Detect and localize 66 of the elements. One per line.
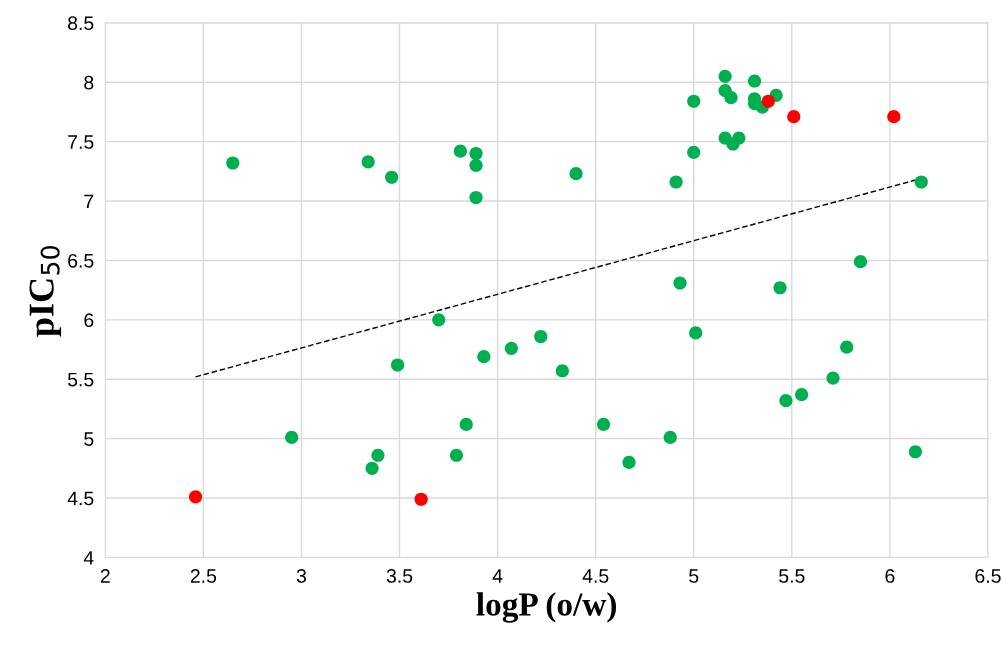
y-tick-label: 7 xyxy=(84,194,94,209)
point xyxy=(365,461,379,475)
x-tick-label: 4.5 xyxy=(582,569,609,583)
point xyxy=(569,167,583,181)
x-tick-label: 5.5 xyxy=(779,569,805,583)
point xyxy=(779,394,793,408)
point xyxy=(908,445,922,459)
point xyxy=(371,448,385,462)
point xyxy=(449,448,463,462)
point xyxy=(787,110,801,124)
y-tick-label: 6 xyxy=(84,313,94,328)
point xyxy=(887,110,901,124)
point xyxy=(361,155,375,169)
y-tick-label: 8 xyxy=(84,75,94,90)
x-tick-label: 2 xyxy=(100,569,110,583)
point xyxy=(747,74,762,88)
point xyxy=(622,455,636,469)
x-tick-label: 2.5 xyxy=(190,569,217,583)
point xyxy=(724,91,738,105)
point xyxy=(459,417,473,431)
point xyxy=(390,358,405,372)
y-tick-label: 4 xyxy=(83,551,94,565)
point xyxy=(285,430,299,445)
point xyxy=(385,170,399,184)
point xyxy=(687,94,701,108)
y-tick-label: 5 xyxy=(84,432,94,446)
y-tick-label: 8.5 xyxy=(68,16,94,31)
x-axis-title: logP (o/w) xyxy=(476,592,616,623)
point xyxy=(853,255,868,269)
point xyxy=(795,388,809,402)
point xyxy=(669,175,683,189)
point xyxy=(469,158,483,172)
x-tick-label: 3 xyxy=(296,569,307,583)
point xyxy=(673,276,687,290)
point xyxy=(732,131,746,145)
point xyxy=(773,281,787,295)
point xyxy=(469,146,483,161)
point xyxy=(414,492,428,506)
point xyxy=(718,69,732,83)
point xyxy=(596,417,611,431)
y-axis-title: pIC$_{50}$ xyxy=(29,246,62,337)
point xyxy=(432,313,446,327)
point xyxy=(453,144,467,158)
point xyxy=(555,364,569,378)
point xyxy=(689,326,703,340)
point xyxy=(226,156,240,170)
point xyxy=(761,94,775,108)
point xyxy=(663,430,677,445)
point xyxy=(188,490,203,504)
point xyxy=(469,190,483,205)
y-tick-label: 5.5 xyxy=(67,372,94,387)
y-tick-label: 7.5 xyxy=(68,135,94,149)
x-tick-label: 4 xyxy=(492,569,503,583)
x-tick-label: 3.5 xyxy=(386,569,413,583)
point xyxy=(504,341,518,355)
x-tick-label: 5 xyxy=(689,569,699,583)
point xyxy=(914,175,928,189)
point xyxy=(840,340,854,354)
x-tick-label: 6.5 xyxy=(975,569,1001,583)
point xyxy=(477,350,491,364)
x-tick-label: 6 xyxy=(885,569,895,583)
point xyxy=(687,145,701,159)
y-tick-label: 4.5 xyxy=(67,491,94,506)
point xyxy=(826,371,840,385)
y-tick-label: 6.5 xyxy=(68,253,94,268)
point xyxy=(534,329,548,344)
